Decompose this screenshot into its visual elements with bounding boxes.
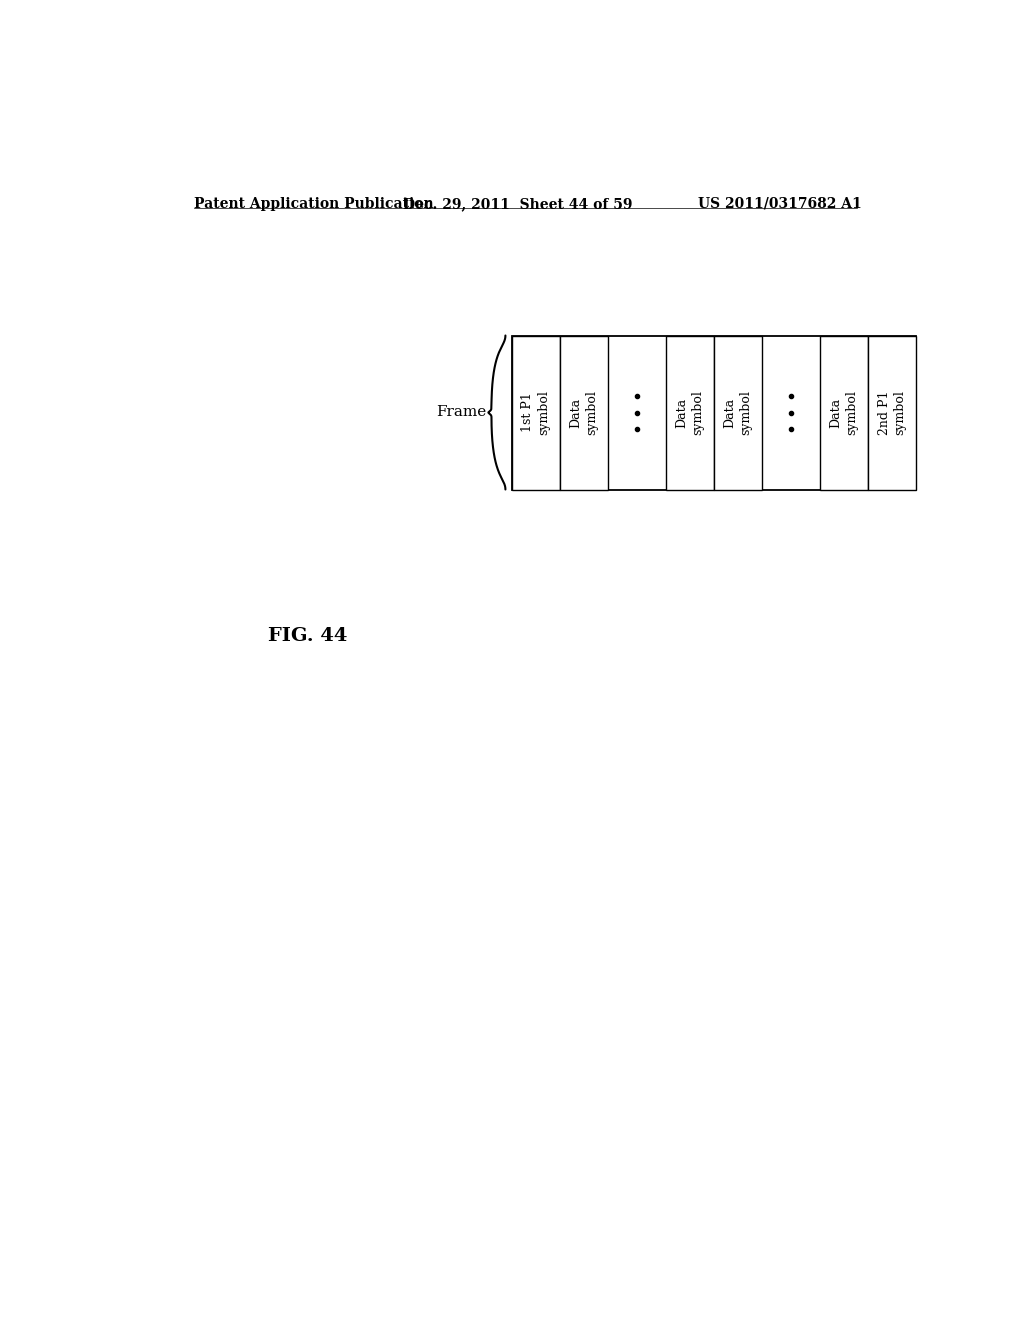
Bar <box>868 335 916 490</box>
Text: 2nd P1
symbol: 2nd P1 symbol <box>878 391 906 434</box>
Bar <box>512 335 560 490</box>
Text: Dec. 29, 2011  Sheet 44 of 59: Dec. 29, 2011 Sheet 44 of 59 <box>403 197 633 211</box>
Bar <box>560 335 607 490</box>
Text: Patent Application Publication: Patent Application Publication <box>194 197 433 211</box>
Text: Data
symbol: Data symbol <box>829 391 858 434</box>
Text: Data
symbol: Data symbol <box>723 391 753 434</box>
Bar <box>512 335 916 490</box>
Bar <box>714 335 762 490</box>
Bar <box>820 335 868 490</box>
Text: US 2011/0317682 A1: US 2011/0317682 A1 <box>697 197 861 211</box>
Text: Frame: Frame <box>436 405 486 420</box>
Text: 1st P1
symbol: 1st P1 symbol <box>521 391 550 434</box>
Text: FIG. 44: FIG. 44 <box>267 627 347 644</box>
Bar <box>666 335 714 490</box>
Text: Data
symbol: Data symbol <box>569 391 598 434</box>
Text: Data
symbol: Data symbol <box>676 391 705 434</box>
